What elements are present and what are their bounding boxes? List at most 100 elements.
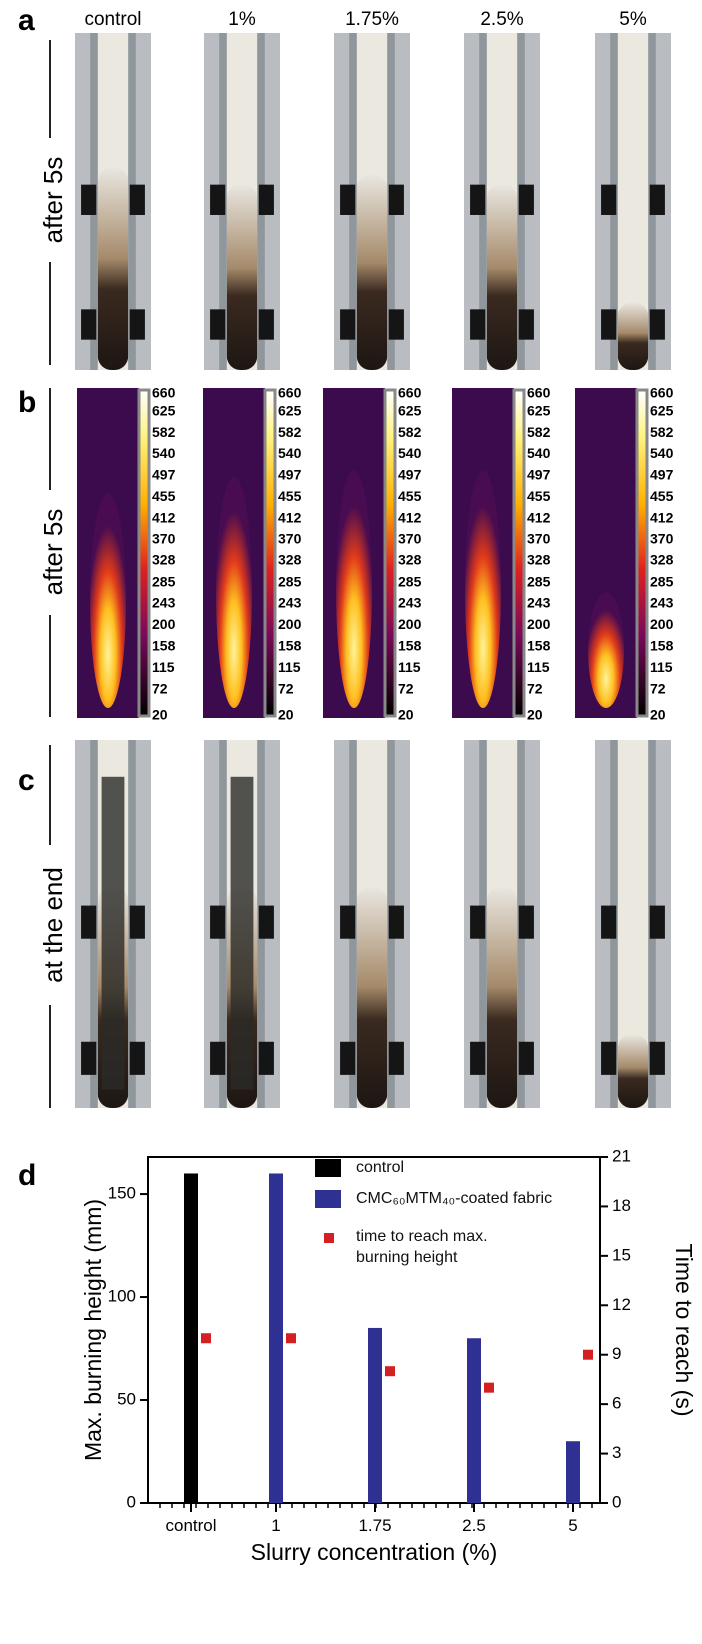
colorbar-tick-label: 497: [152, 467, 176, 483]
colorbar-tick-label: 660: [152, 385, 176, 401]
colorbar-tick-label: 540: [152, 445, 176, 461]
colorbar-tick-label: 412: [152, 509, 176, 525]
colorbar-tick-label: 158: [152, 637, 176, 653]
row-label: after 5s: [38, 157, 68, 244]
clip: [210, 1041, 226, 1075]
clip: [210, 905, 226, 939]
colorbar-tick-label: 115: [650, 659, 673, 675]
clip: [129, 1041, 145, 1075]
colorbar-tick-label: 72: [152, 681, 168, 697]
clip: [470, 184, 486, 215]
y2-tick-label: 12: [612, 1295, 631, 1314]
colorbar-tick-label: 540: [650, 445, 674, 461]
colorbar-tick-label: 497: [650, 467, 674, 483]
clip: [129, 184, 145, 215]
clip: [388, 309, 404, 340]
colorbar-tick-label: 582: [278, 424, 302, 440]
colorbar-tick-label: 455: [527, 488, 551, 504]
bar: [184, 1173, 198, 1503]
clip: [258, 309, 274, 340]
colorbar-tick-label: 328: [527, 552, 551, 568]
colorbar-tick-label: 158: [278, 637, 302, 653]
colorbar-tick-label: 285: [278, 573, 302, 589]
colorbar: [263, 388, 277, 718]
clip: [388, 905, 404, 939]
x-tick-label: 1: [271, 1516, 280, 1535]
colorbar-tick-label: 243: [650, 595, 674, 611]
colorbar-tick-label: 243: [152, 595, 176, 611]
colorbar-tick-label: 582: [152, 424, 176, 440]
colorbar-tick-label: 625: [398, 402, 422, 418]
panel-letter: b: [18, 386, 36, 419]
flame: [336, 470, 372, 708]
clip: [518, 1041, 534, 1075]
clip: [340, 309, 356, 340]
colorbar-tick-label: 115: [278, 659, 301, 675]
panel-letter: c: [18, 764, 35, 797]
colorbar-tick-label: 412: [527, 509, 551, 525]
colorbar-tick-label: 412: [650, 509, 674, 525]
burn: [356, 887, 388, 1108]
column-label: 2.5%: [480, 9, 523, 30]
colorbar-tick-label: 20: [527, 707, 543, 723]
colorbar-tick-label: 412: [278, 509, 302, 525]
y-axis-title: Max. burning height (mm): [80, 1199, 106, 1461]
row-label: after 5s: [38, 509, 68, 596]
colorbar-tick-label: 625: [650, 402, 674, 418]
clip: [81, 309, 97, 340]
clip: [470, 905, 486, 939]
clip: [388, 184, 404, 215]
colorbar-tick-label: 660: [650, 385, 674, 401]
colorbar-tick-label: 540: [398, 445, 422, 461]
clip: [258, 905, 274, 939]
colorbar-tick-label: 455: [398, 488, 422, 504]
torn: [101, 776, 125, 1090]
y2-tick-label: 9: [612, 1344, 621, 1363]
y2-tick-label: 6: [612, 1394, 621, 1413]
bar: [269, 1173, 283, 1503]
bar: [368, 1327, 382, 1503]
colorbar-tick-label: 158: [398, 637, 422, 653]
y2-tick-label: 0: [612, 1492, 621, 1511]
clip: [470, 309, 486, 340]
scatter-point: [484, 1382, 494, 1393]
y-tick-label: 0: [127, 1492, 136, 1511]
colorbar-tick-label: 20: [398, 707, 414, 723]
clip: [518, 309, 534, 340]
clip: [210, 309, 226, 340]
colorbar-tick-label: 497: [527, 467, 551, 483]
column-label: 1%: [228, 9, 256, 30]
colorbar-tick-label: 115: [152, 659, 175, 675]
colorbar: [512, 388, 526, 718]
colorbar-tick-label: 243: [278, 595, 302, 611]
colorbar-tick-label: 412: [398, 509, 422, 525]
colorbar-tick-label: 660: [527, 385, 551, 401]
burn: [617, 1034, 649, 1108]
colorbar-tick-label: 20: [278, 707, 294, 723]
colorbar-tick-label: 285: [527, 573, 551, 589]
y-tick-label: 100: [108, 1287, 136, 1306]
colorbar-tick-label: 72: [527, 681, 543, 697]
colorbar: [635, 388, 649, 718]
clip: [388, 1041, 404, 1075]
colorbar-tick-label: 328: [152, 552, 176, 568]
column-label: control: [84, 9, 141, 30]
x-tick-label: 2.5: [462, 1516, 486, 1535]
clip: [601, 1041, 617, 1075]
colorbar-tick-label: 625: [527, 402, 551, 418]
colorbar-tick-label: 660: [278, 385, 302, 401]
colorbar-tick-label: 582: [527, 424, 551, 440]
clip: [340, 905, 356, 939]
scatter-point: [385, 1366, 395, 1377]
legend-label: time to reach max. burning height: [356, 1228, 488, 1266]
colorbar-tick-label: 200: [152, 616, 176, 632]
clip: [210, 184, 226, 215]
panel-letter: d: [18, 1159, 36, 1192]
legend-swatch: [315, 1159, 341, 1177]
colorbar-tick-label: 370: [527, 531, 551, 547]
flame: [588, 592, 624, 708]
burn: [226, 184, 258, 370]
clip: [649, 309, 665, 340]
colorbar-tick-label: 455: [152, 488, 176, 504]
